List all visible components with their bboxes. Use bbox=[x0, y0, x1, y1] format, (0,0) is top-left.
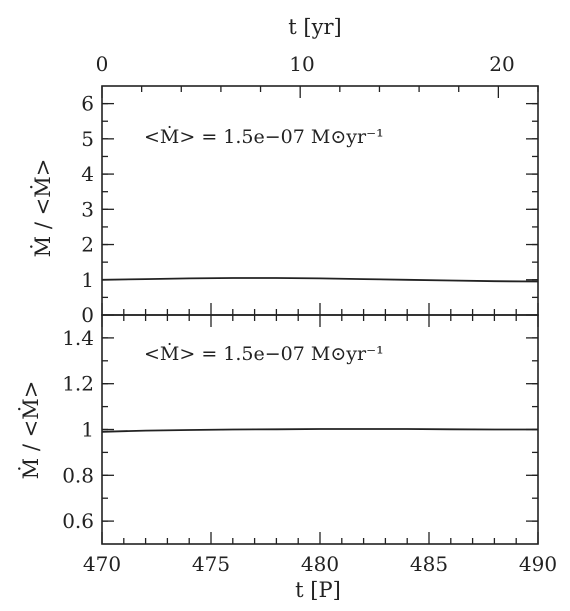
series-line bbox=[101, 277, 539, 283]
ytick-label: 2 bbox=[81, 233, 94, 257]
ytick-label: 1.2 bbox=[62, 372, 94, 396]
ytick-label: 6 bbox=[81, 92, 94, 116]
top-panel-ylabel: Ṁ / <Ṁ> bbox=[31, 159, 55, 258]
bottom-axis-title: t [P] bbox=[295, 578, 341, 602]
ytick-label: 0 bbox=[81, 303, 94, 327]
ytick-label: 5 bbox=[81, 127, 94, 151]
ytick-label: 0.8 bbox=[62, 463, 94, 487]
ytick-label: 1 bbox=[81, 418, 94, 442]
ytick-label: 1 bbox=[81, 268, 94, 292]
ytick-label: 1.4 bbox=[62, 326, 94, 350]
top-axis-title: t [yr] bbox=[288, 15, 341, 39]
top-tick-label-10: 10 bbox=[289, 52, 314, 76]
xtick-label: 490 bbox=[519, 552, 557, 576]
xtick-label: 480 bbox=[301, 552, 339, 576]
xtick-label: 475 bbox=[192, 552, 230, 576]
xtick-label: 485 bbox=[410, 552, 448, 576]
top-tick-label-20: 20 bbox=[489, 52, 514, 76]
top-panel-annotation: <Ṁ> = 1.5e−07 M⊙yr⁻¹ bbox=[144, 125, 384, 148]
xtick-label: 470 bbox=[83, 552, 121, 576]
top-tick-label-0: 0 bbox=[96, 52, 109, 76]
x-tick-labels: 470 475 480 485 490 bbox=[83, 552, 557, 576]
series-line bbox=[101, 428, 538, 433]
series-lines bbox=[101, 277, 539, 433]
ytick-label: 4 bbox=[81, 162, 94, 186]
y-tick-labels: 0 1 2 3 4 5 6 0.6 0.8 1 1.2 1.4 bbox=[62, 92, 94, 533]
ytick-label: 3 bbox=[81, 197, 94, 221]
bottom-panel-annotation: <Ṁ> = 1.5e−07 M⊙yr⁻¹ bbox=[144, 342, 384, 365]
ytick-label: 0.6 bbox=[62, 509, 94, 533]
bottom-panel-ylabel: Ṁ / <Ṁ> bbox=[19, 381, 43, 480]
axis-ticks bbox=[101, 86, 539, 544]
